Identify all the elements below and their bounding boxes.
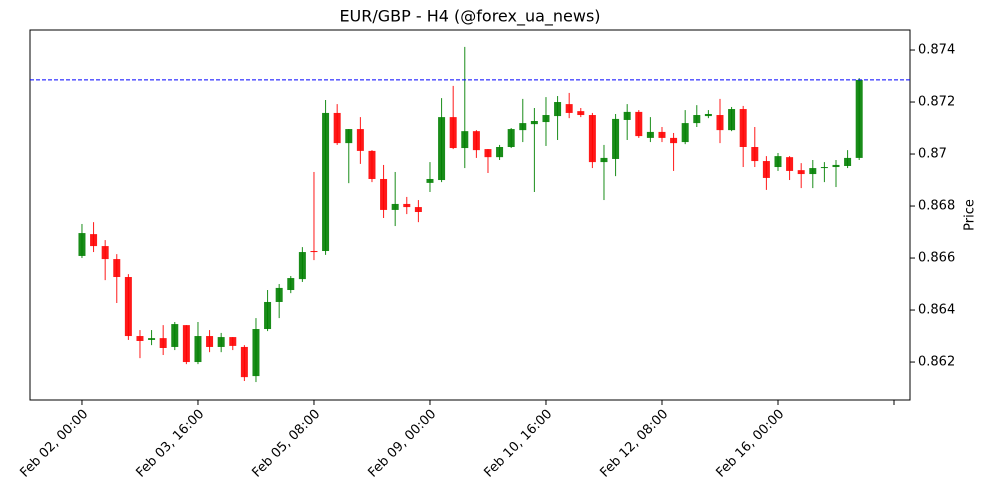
- candle-body: [403, 203, 411, 208]
- candle-body: [287, 278, 295, 291]
- candle-body: [820, 167, 828, 169]
- candle-body: [542, 115, 550, 123]
- y-tick-label: 0.868: [918, 199, 955, 214]
- candle-body: [426, 178, 434, 183]
- candle-body: [148, 338, 156, 340]
- candle-body: [530, 121, 538, 125]
- candle-body: [264, 301, 272, 330]
- candle-body: [844, 157, 852, 166]
- candle-body: [391, 203, 399, 210]
- candle-body: [519, 123, 527, 131]
- chart-title: EUR/GBP - H4 (@forex_ua_news): [339, 7, 600, 27]
- candle-body: [600, 157, 608, 163]
- candle-body: [612, 118, 620, 159]
- candle-body: [496, 147, 504, 158]
- x-tick-label: Feb 05, 08:00: [249, 407, 323, 481]
- candle-body: [786, 157, 794, 171]
- candle-body: [310, 251, 318, 253]
- candle-body: [368, 150, 376, 179]
- y-tick-label: 0.87: [918, 147, 947, 162]
- y-axis-label: Price: [963, 199, 978, 231]
- candle-body: [681, 123, 689, 143]
- candle-body: [136, 336, 144, 341]
- candle-body: [507, 129, 515, 148]
- candle-body: [171, 324, 179, 347]
- candle-body: [588, 115, 596, 163]
- y-tick-label: 0.872: [918, 95, 955, 110]
- candle-body: [809, 168, 817, 175]
- y-tick-label: 0.864: [918, 303, 955, 318]
- candle-body: [217, 337, 225, 347]
- candle-body: [762, 161, 770, 178]
- candle-body: [322, 112, 330, 252]
- candle-body: [461, 131, 469, 149]
- candle-body: [124, 277, 132, 337]
- y-tick-label: 0.874: [918, 43, 955, 58]
- candle-body: [751, 147, 759, 162]
- candle-body: [252, 329, 260, 377]
- candle-body: [101, 246, 109, 260]
- candle-body: [275, 287, 283, 302]
- y-tick-label: 0.862: [918, 355, 955, 370]
- candle-body: [78, 233, 86, 256]
- candle-body: [113, 259, 121, 278]
- y-tick-label: 0.866: [918, 251, 955, 266]
- candle-body: [658, 131, 666, 138]
- candle-body: [159, 338, 167, 348]
- candle-body: [693, 115, 701, 124]
- candle-body: [333, 112, 341, 144]
- candle-body: [229, 337, 237, 346]
- candle-body: [356, 129, 364, 151]
- candle-body: [298, 252, 306, 280]
- x-tick-label: Feb 03, 16:00: [133, 407, 207, 481]
- candle-body: [345, 129, 353, 144]
- x-tick-label: Feb 16, 00:00: [713, 407, 787, 481]
- candle-body: [623, 111, 631, 120]
- candle-body: [240, 346, 248, 378]
- candle-body: [774, 156, 782, 168]
- candle-body: [182, 325, 190, 363]
- candle-body: [472, 131, 480, 151]
- candle-body: [728, 109, 736, 131]
- candle-body: [484, 149, 492, 158]
- candle-body: [832, 164, 840, 168]
- candle-body: [206, 336, 214, 347]
- candle-body: [704, 113, 712, 117]
- candle-body: [414, 207, 422, 213]
- x-tick-label: Feb 12, 08:00: [597, 407, 671, 481]
- x-tick-label: Feb 10, 16:00: [481, 407, 555, 481]
- candle-body: [635, 111, 643, 137]
- candle-body: [646, 131, 654, 138]
- candle-body: [670, 137, 678, 144]
- candle-body: [438, 117, 446, 181]
- candle-body: [565, 104, 573, 113]
- x-tick-label: Feb 09, 00:00: [365, 407, 439, 481]
- candle-body: [739, 109, 747, 148]
- candle-body: [716, 115, 724, 131]
- candle-body: [194, 336, 202, 363]
- x-tick-label: Feb 02, 00:00: [17, 407, 91, 481]
- candle-body: [855, 79, 863, 158]
- candle-body: [380, 178, 388, 210]
- candle-body: [449, 117, 457, 149]
- candle-body: [90, 234, 98, 247]
- candle-body: [577, 111, 585, 116]
- plot-frame: [29, 29, 911, 401]
- candle-body: [554, 102, 562, 117]
- candle-body: [797, 170, 805, 175]
